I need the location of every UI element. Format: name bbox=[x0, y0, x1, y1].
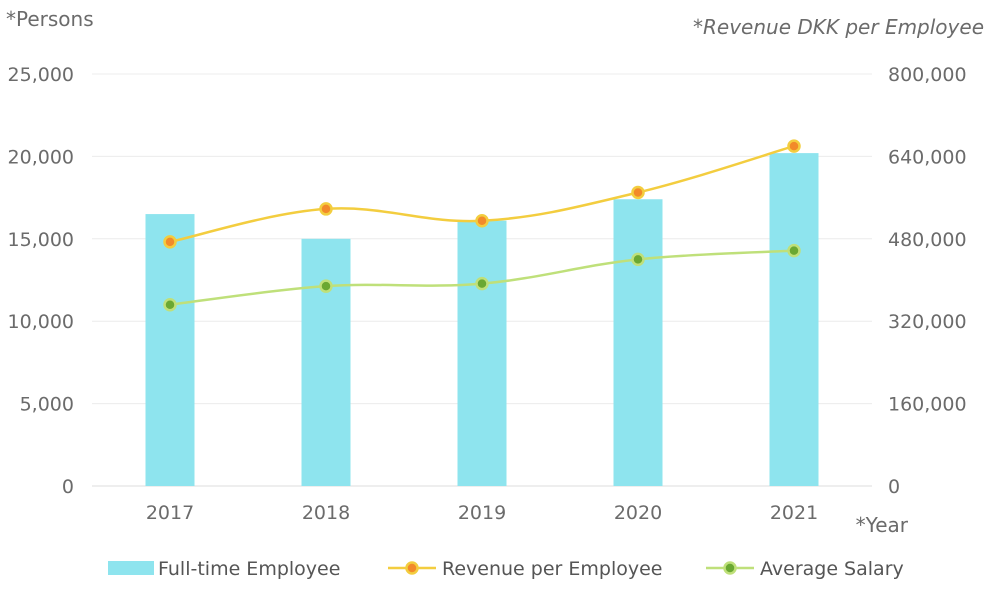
right-tick-label: 480,000 bbox=[888, 229, 967, 251]
legend-label-full-time-employee: Full-time Employee bbox=[158, 558, 340, 580]
line-layer bbox=[163, 139, 801, 312]
bar-2017 bbox=[145, 214, 195, 486]
axis-layer: 0 5,000 10,000 15,000 20,000 25,000 0 160,000 32… bbox=[8, 64, 967, 524]
revenue-per-employee-point-2019 bbox=[475, 214, 489, 228]
x-tick-label: 2020 bbox=[614, 502, 662, 524]
left-tick-label: 25,000 bbox=[8, 64, 74, 86]
right-tick-label: 320,000 bbox=[888, 311, 967, 333]
right-tick-label: 640,000 bbox=[888, 146, 967, 168]
legend-label-revenue-per-employee: Revenue per Employee bbox=[442, 558, 663, 580]
right-tick-label: 160,000 bbox=[888, 394, 967, 416]
x-tick-label: 2019 bbox=[458, 502, 506, 524]
legend-marker-average-salary bbox=[723, 561, 737, 575]
left-tick-label: 20,000 bbox=[8, 146, 74, 168]
average-salary-point-2021 bbox=[787, 243, 801, 258]
bar-layer bbox=[145, 153, 819, 487]
revenue-per-employee-point-2021 bbox=[787, 139, 801, 153]
average-salary-point-2020 bbox=[631, 252, 645, 267]
x-tick-label: 2018 bbox=[302, 502, 350, 524]
revenue-per-employee-point-2020 bbox=[631, 185, 645, 200]
legend-marker-revenue-per-employee bbox=[405, 561, 419, 575]
bar-2018 bbox=[301, 238, 351, 486]
legend: Full-time Employee Revenue per Employee Av… bbox=[108, 558, 904, 580]
right-axis-title: *Revenue DKK per Employee bbox=[693, 15, 984, 39]
left-tick-label: 5,000 bbox=[20, 394, 74, 416]
left-tick-label: 15,000 bbox=[8, 229, 74, 251]
left-axis-title: *Persons bbox=[6, 7, 94, 31]
left-tick-label: 0 bbox=[62, 476, 74, 498]
bar-2020 bbox=[613, 199, 663, 487]
x-tick-label: 2021 bbox=[770, 502, 818, 524]
average-salary-point-2017 bbox=[163, 297, 177, 312]
legend-swatch-full-time-employee bbox=[108, 561, 154, 575]
legend-label-average-salary: Average Salary bbox=[760, 558, 904, 580]
average-salary-point-2019 bbox=[475, 276, 489, 291]
bar-2021 bbox=[769, 153, 819, 486]
revenue-per-employee-point-2017 bbox=[163, 235, 177, 249]
bar-2019 bbox=[457, 220, 507, 486]
average-salary-point-2018 bbox=[319, 279, 333, 293]
left-tick-label: 10,000 bbox=[8, 311, 74, 333]
revenue-per-employee-point-2018 bbox=[319, 202, 333, 216]
right-tick-label: 800,000 bbox=[888, 64, 967, 86]
x-tick-label: 2017 bbox=[146, 502, 194, 524]
right-tick-label: 0 bbox=[888, 476, 900, 498]
x-axis-title: *Year bbox=[856, 513, 909, 537]
